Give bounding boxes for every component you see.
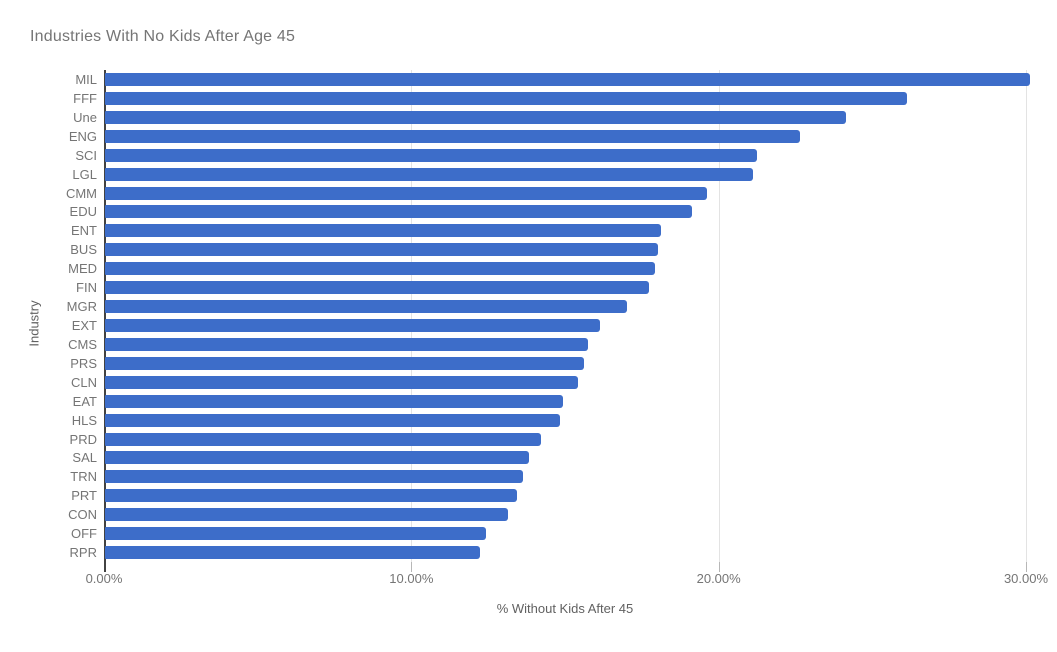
category-label-SCI: SCI	[75, 147, 97, 163]
category-label-SAL: SAL	[72, 450, 97, 466]
category-label-CMS: CMS	[68, 336, 97, 352]
category-label-EXT: EXT	[71, 317, 97, 333]
axis-tick-20.00%	[718, 562, 720, 572]
bar-ENG[interactable]	[105, 129, 800, 143]
bar-CON[interactable]	[105, 508, 508, 522]
category-label-BUS: BUS	[70, 242, 97, 258]
bar-FFF[interactable]	[105, 91, 908, 105]
category-label-FFF: FFF	[73, 90, 97, 106]
x-tick-label: 10.00%	[389, 571, 434, 586]
category-label-ENT: ENT	[71, 223, 97, 239]
x-tick-label: 20.00%	[696, 571, 741, 586]
category-label-MED: MED	[68, 261, 97, 277]
x-tick-label: 0.00%	[85, 571, 123, 586]
category-label-ENG: ENG	[68, 128, 97, 144]
x-axis-title: % Without Kids After 45	[496, 601, 634, 616]
category-label-EDU: EDU	[69, 204, 97, 220]
category-label-CLN: CLN	[70, 374, 97, 390]
gridline-30.00%	[1026, 70, 1027, 562]
category-label-PRT: PRT	[71, 488, 97, 504]
bar-LGL[interactable]	[105, 167, 754, 181]
category-label-PRD: PRD	[69, 431, 97, 447]
category-label-TRN: TRN	[70, 469, 97, 485]
bar-MED[interactable]	[105, 262, 656, 276]
bar-EAT[interactable]	[105, 394, 563, 408]
bar-PRT[interactable]	[105, 489, 517, 503]
bar-ENT[interactable]	[105, 224, 662, 238]
x-tick-label: 30.00%	[1003, 571, 1049, 586]
axis-tick-10.00%	[411, 562, 413, 572]
category-label-EAT: EAT	[72, 393, 97, 409]
bar-TRN[interactable]	[105, 470, 523, 484]
chart-title: Industries With No Kids After Age 45	[30, 28, 296, 45]
bar-PRS[interactable]	[105, 356, 585, 370]
bar-FIN[interactable]	[105, 281, 649, 295]
category-label-FIN: FIN	[76, 280, 97, 296]
bar-Une[interactable]	[105, 110, 846, 124]
category-label-HLS: HLS	[71, 412, 97, 428]
category-label-CON: CON	[68, 507, 97, 523]
bar-SAL[interactable]	[105, 451, 530, 465]
category-label-OFF: OFF	[71, 526, 97, 542]
category-label-MIL: MIL	[75, 71, 97, 87]
bar-CLN[interactable]	[105, 375, 579, 389]
category-label-CMM: CMM	[65, 185, 97, 201]
bar-SCI[interactable]	[105, 148, 757, 162]
bar-EDU[interactable]	[105, 205, 692, 219]
bar-BUS[interactable]	[105, 243, 659, 257]
bar-HLS[interactable]	[105, 413, 560, 427]
gridline-20.00%	[718, 70, 720, 562]
bar-RPR[interactable]	[105, 546, 480, 560]
bar-MIL[interactable]	[105, 72, 1031, 86]
bar-MGR[interactable]	[105, 300, 628, 314]
category-label-Une: Une	[73, 109, 97, 125]
bar-CMM[interactable]	[105, 186, 708, 200]
category-label-PRS: PRS	[70, 355, 97, 371]
gridline-10.00%	[411, 70, 413, 562]
category-label-MGR: MGR	[66, 299, 97, 315]
bar-OFF[interactable]	[105, 527, 487, 541]
category-label-RPR: RPR	[69, 545, 97, 561]
bar-PRD[interactable]	[105, 432, 542, 446]
category-label-LGL: LGL	[72, 166, 97, 182]
axis-tick-30.00%	[1026, 562, 1027, 572]
bar-CMS[interactable]	[105, 337, 588, 351]
y-axis-title: Industry	[26, 300, 42, 347]
bar-EXT[interactable]	[105, 318, 600, 332]
